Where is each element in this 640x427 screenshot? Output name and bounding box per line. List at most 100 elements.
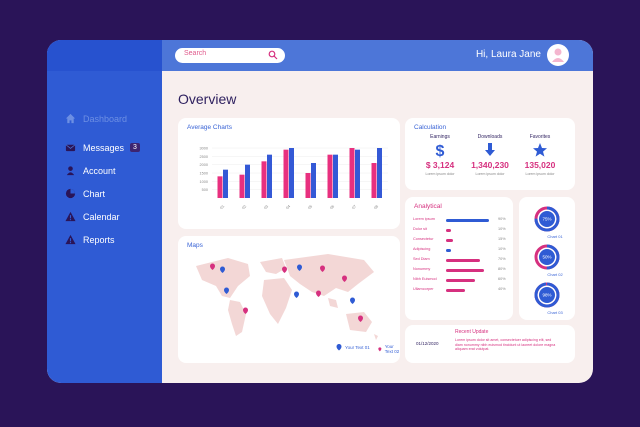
map-pin [282, 266, 287, 273]
analytical-row-name: Dolor sit [413, 227, 427, 231]
bar-07-s1 [349, 148, 355, 198]
x-tick-label: 08 [373, 204, 379, 210]
calc-label: Favorites [529, 134, 551, 140]
search-input[interactable]: Search [175, 48, 285, 63]
y-tick-label: 1500 [200, 172, 208, 176]
donut-center [539, 249, 555, 265]
analytical-row-name: Nibh Euismod [413, 277, 437, 281]
card-title: Calculation [414, 124, 447, 131]
sidebar-item-label: Calendar [83, 211, 120, 222]
calc-label: Downloads [477, 134, 503, 140]
analytical-row-bar [446, 269, 485, 272]
donut-ring: 75% [534, 206, 560, 232]
calc-value: 135,020 [524, 160, 556, 170]
analytical-row-name: Nonummy [413, 267, 431, 271]
avatar[interactable] [547, 44, 569, 66]
legend-item-01: Your Text 01 [336, 344, 370, 351]
sidebar-item-label: Messages [83, 142, 125, 153]
bar-04-s1 [283, 149, 289, 198]
donut-ring: 98% [534, 282, 560, 308]
analytical-row-percent: 70% [498, 257, 506, 261]
x-tick-label: 03 [263, 204, 269, 210]
recent-update-card: Recent Update 01/12/2020 Lorem ipsum dol… [405, 325, 575, 363]
sidebar-item-label: Reports [83, 234, 115, 245]
donut-chart-3: 98% Chart 03 [533, 281, 563, 315]
x-tick-label: 06 [329, 204, 335, 210]
sidebar-item-reports[interactable]: Reports [65, 234, 115, 245]
bar-06-s2 [333, 154, 338, 198]
card-title: Average Charts [187, 124, 233, 131]
calculation-card: Calculation Earnings $ $ 3,124 Lorem ips… [405, 118, 575, 190]
pie-icon [65, 188, 76, 199]
bar-03-s2 [267, 154, 272, 198]
y-tick-label: 3000 [200, 147, 208, 151]
donut-label: Chart 03 [547, 310, 563, 315]
donut-fill [534, 282, 560, 308]
bar-07-s2 [355, 149, 360, 198]
card-title: Analytical [414, 203, 442, 210]
sidebar-item-chart[interactable]: Chart [65, 188, 105, 199]
map-pin [316, 290, 321, 297]
search-icon[interactable] [268, 50, 278, 60]
calc-label: Earnings [430, 134, 450, 140]
donut-chart-2: 50% Chart 02 [533, 243, 563, 277]
analytical-row-percent: 90% [498, 217, 506, 221]
calc-value: 1,340,230 [471, 160, 509, 170]
analytical-row: Dolor sit 10% [413, 227, 513, 235]
sidebar-item-label: Chart [83, 188, 106, 199]
donut-ring: 50% [534, 244, 560, 270]
update-date: 01/12/2020 [416, 341, 439, 346]
bar-01-s1 [217, 176, 223, 198]
map-pin [243, 307, 248, 314]
analytical-row-name: Consectetur [413, 237, 434, 241]
analytical-row-name: Ullamcorper [413, 287, 434, 291]
map-pin [342, 275, 347, 282]
card-title: Maps [187, 242, 203, 249]
map-pin [297, 264, 302, 271]
x-tick-label: 04 [285, 204, 291, 210]
bar-02-s1 [239, 174, 245, 198]
analytical-row: Ullamcorper 40% [413, 287, 513, 295]
analytical-row-bar [446, 249, 451, 252]
calc-sub: Lorem ipsum dolor [475, 172, 505, 176]
calc-downloads: Downloads 1,340,230 Lorem ipsum dolor [462, 134, 518, 176]
map-pin [220, 266, 225, 273]
analytical-row: Sed Diam 70% [413, 257, 513, 265]
analytical-row-name: Lorem ipsum [413, 217, 435, 221]
sidebar-item-calendar[interactable]: Calendar [65, 211, 120, 222]
x-tick-label: 05 [307, 204, 313, 210]
user-greeting: Hi, Laura Jane [475, 49, 541, 60]
calc-value: $ 3,124 [425, 160, 455, 170]
mail-icon [65, 144, 76, 152]
map-pin [210, 263, 215, 270]
donut-percent: 75% [542, 217, 551, 222]
bar-05-s1 [305, 173, 311, 198]
donut-chart-1: 75% Chart 01 [533, 205, 563, 239]
donut-label: Chart 01 [547, 234, 563, 239]
analytical-row: Lorem ipsum 90% [413, 217, 513, 225]
sidebar-item-messages[interactable]: Messages 3 [65, 142, 140, 153]
analytical-row-percent: 80% [498, 267, 506, 271]
bar-08-s2 [377, 148, 382, 198]
sidebar-item-account[interactable]: Account [65, 165, 116, 176]
star-icon [533, 143, 547, 157]
user-icon [66, 166, 75, 176]
sidebar-item-dashboard[interactable]: Dashboard [65, 113, 127, 124]
download-arrow-icon [485, 143, 495, 156]
analytical-row: Adipiscing 10% [413, 247, 513, 255]
map-pin [294, 291, 299, 298]
bar-04-s2 [289, 148, 294, 198]
sidebar: Dashboard Messages 3 Account Chart Calen… [47, 40, 162, 383]
analytical-row-bar [446, 279, 475, 282]
legend-item-02: Your Text 02 [378, 344, 400, 354]
map-pin [224, 287, 229, 294]
y-tick-label: 1000 [200, 180, 208, 184]
analytical-row-bar [446, 289, 466, 292]
bar-02-s2 [245, 164, 250, 198]
map-pin [350, 297, 355, 304]
warning-icon [65, 234, 76, 245]
x-tick-label: 02 [241, 204, 247, 210]
update-text: Lorem ipsum dolor sit amet, consectetuer… [455, 338, 556, 352]
world-map[interactable] [178, 236, 400, 363]
x-tick-label: 01 [219, 204, 225, 210]
